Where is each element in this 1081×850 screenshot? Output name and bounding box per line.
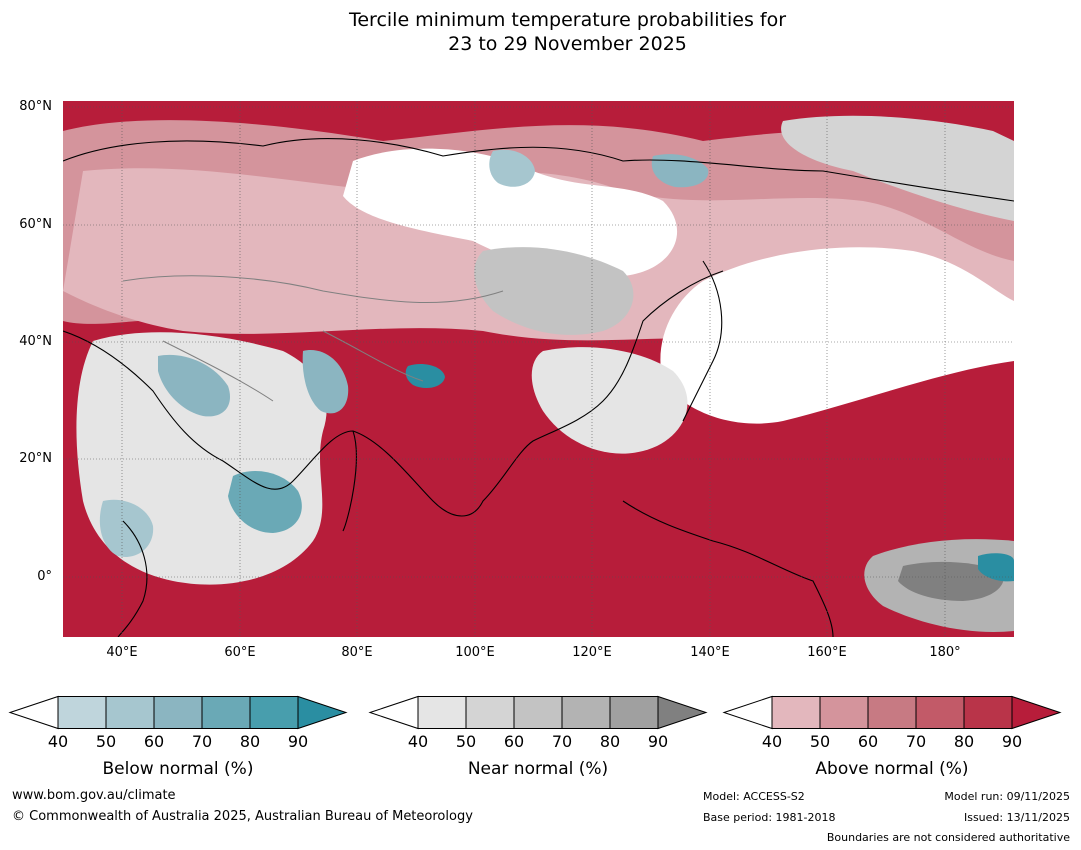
above-normal-swatch-60 <box>867 696 917 729</box>
boundaries-disclaimer: Boundaries are not considered authoritat… <box>826 831 1070 844</box>
below-normal-swatch-90 <box>297 695 348 730</box>
colorbar-below-normal-swatches <box>8 695 348 730</box>
lat-label-20n: 20°N <box>19 451 52 466</box>
below-normal-swatch-70 <box>201 696 251 729</box>
graticule <box>63 101 1014 637</box>
lon-label-80e: 80°E <box>341 645 373 660</box>
above-normal-tick-60: 60 <box>857 732 879 751</box>
coastlines <box>63 138 1014 637</box>
colorbar-above-normal-swatches <box>722 695 1062 730</box>
model-name: Model: ACCESS-S2 <box>703 790 805 803</box>
above-normal-tick-50: 50 <box>809 732 831 751</box>
lon-label-40e: 40°E <box>106 645 138 660</box>
model-run-date: Model run: 09/11/2025 <box>944 790 1070 803</box>
above-normal-swatch-40 <box>771 696 821 729</box>
above-normal-swatch-50 <box>819 696 869 729</box>
below-normal-region-siberia <box>489 149 535 187</box>
below-normal-region-hornafrica <box>99 499 154 557</box>
neutral-region-northeast <box>660 247 1014 424</box>
below-normal-swatch-60 <box>153 696 203 729</box>
near-normal-region-northeast <box>781 115 1014 221</box>
below-normal-tick-90: 90 <box>287 732 309 751</box>
below-normal-label: Below normal (%) <box>102 759 254 779</box>
lat-label-40n: 40°N <box>19 334 52 349</box>
lon-label-120e: 120°E <box>572 645 612 660</box>
near-normal-tick-50: 50 <box>455 732 477 751</box>
below-normal-region-pakistan <box>302 350 349 414</box>
near-normal-swatch-60 <box>513 696 563 729</box>
lat-label-0: 0° <box>37 569 52 584</box>
near-normal-tick-70: 70 <box>551 732 573 751</box>
country-borders <box>122 275 504 402</box>
near-normal-label: Near normal (%) <box>467 759 609 779</box>
near-normal-region-central <box>474 247 634 335</box>
above-normal-swatch-80 <box>963 696 1013 729</box>
above-normal-tick-40: 40 <box>761 732 783 751</box>
map-canvas <box>63 101 1014 637</box>
near-normal-swatch-50 <box>465 696 515 729</box>
lon-label-180: 180° <box>929 645 961 660</box>
near-normal-region-pacific-dark <box>898 561 1004 601</box>
lon-label-140e: 140°E <box>690 645 730 660</box>
near-normal-tick-80: 80 <box>599 732 621 751</box>
above-normal-swatch-70 <box>915 696 965 729</box>
colorbar-above-normal <box>722 695 1062 730</box>
map-title: Tercile minimum temperature probabilitie… <box>0 8 1081 56</box>
colorbar-near-normal <box>368 695 708 730</box>
near-normal-swatch-90 <box>657 695 708 730</box>
above-normal-tick-90: 90 <box>1001 732 1023 751</box>
above-normal-tick-70: 70 <box>905 732 927 751</box>
colorbar-near-normal-swatches <box>368 695 708 730</box>
below-normal-region-siberia-east <box>651 154 709 188</box>
neutral-region-northasia <box>343 148 678 277</box>
lon-label-60e: 60°E <box>224 645 256 660</box>
below-normal-tick-70: 70 <box>191 732 213 751</box>
base-period: Base period: 1981-2018 <box>703 811 836 824</box>
below-normal-swatch-40 <box>57 696 107 729</box>
near-normal-swatch-80 <box>609 696 659 729</box>
colorbar-below-normal <box>8 695 348 730</box>
bom-url-link[interactable]: www.bom.gov.au/climate <box>12 788 176 803</box>
title-line-2: 23 to 29 November 2025 <box>448 33 687 55</box>
lon-label-160e: 160°E <box>807 645 847 660</box>
issued-date: Issued: 13/11/2025 <box>963 811 1070 824</box>
near-normal-tick-90: 90 <box>647 732 669 751</box>
near-normal-swatch-40 <box>417 696 467 729</box>
below-normal-swatch-80 <box>249 696 299 729</box>
below-normal-tick-80: 80 <box>239 732 261 751</box>
lon-label-100e: 100°E <box>455 645 495 660</box>
above-normal-label: Above normal (%) <box>815 759 969 779</box>
near-normal-region-eastasia <box>531 347 688 454</box>
above-normal-swatch-90 <box>1011 695 1062 730</box>
below-normal-region-arabia <box>158 354 231 417</box>
title-line-1: Tercile minimum temperature probabilitie… <box>348 9 787 31</box>
copyright-text: © Commonwealth of Australia 2025, Austra… <box>12 809 473 824</box>
below-normal-tick-60: 60 <box>143 732 165 751</box>
lat-label-80n: 80°N <box>19 99 52 114</box>
below-normal-region-tibet <box>405 364 445 389</box>
below-normal-swatch-50 <box>105 696 155 729</box>
near-normal-tick-40: 40 <box>407 732 429 751</box>
below-normal-tick-50: 50 <box>95 732 117 751</box>
probability-map <box>63 101 1014 637</box>
near-normal-tick-60: 60 <box>503 732 525 751</box>
near-normal-swatch-70 <box>561 696 611 729</box>
below-normal-region-pacific <box>978 553 1014 582</box>
lat-label-60n: 60°N <box>19 217 52 232</box>
below-normal-tick-40: 40 <box>47 732 69 751</box>
below-normal-region-africa <box>228 471 302 533</box>
above-normal-tick-80: 80 <box>953 732 975 751</box>
